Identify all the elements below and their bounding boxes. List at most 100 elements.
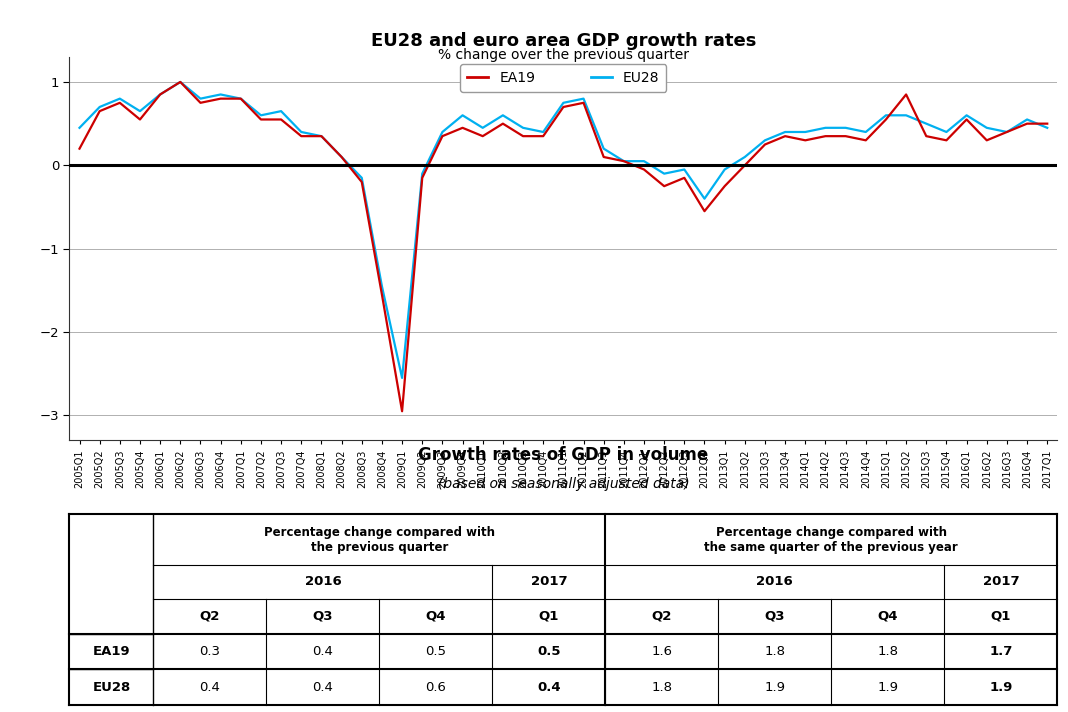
EU28 <box>638 157 650 165</box>
EU28 <box>577 95 590 103</box>
EU28 <box>738 152 751 161</box>
EA19 <box>638 165 650 174</box>
EU28 <box>234 95 247 103</box>
Text: EU28: EU28 <box>92 681 130 693</box>
EA19 <box>960 115 973 124</box>
EU28 <box>557 98 570 107</box>
EA19 <box>335 152 348 161</box>
EA19 <box>113 98 126 107</box>
Text: Q1: Q1 <box>538 610 559 623</box>
EU28 <box>960 111 973 120</box>
Line: EA19: EA19 <box>79 82 1048 412</box>
EA19 <box>537 132 550 140</box>
EU28 <box>880 111 893 120</box>
EU28 <box>839 124 852 132</box>
Text: 2016: 2016 <box>304 575 342 588</box>
EU28 <box>134 107 146 115</box>
EU28 <box>215 90 227 99</box>
EA19 <box>134 115 146 124</box>
EA19 <box>799 136 812 145</box>
Line: EU28: EU28 <box>79 82 1048 378</box>
EA19 <box>758 140 771 149</box>
EA19 <box>456 124 469 132</box>
Text: 0.4: 0.4 <box>200 681 220 693</box>
EU28 <box>698 194 711 203</box>
EA19 <box>597 152 610 161</box>
Text: 0.4: 0.4 <box>313 645 333 659</box>
EA19 <box>658 182 671 190</box>
Text: 2017: 2017 <box>531 575 567 588</box>
Text: Q4: Q4 <box>426 610 446 623</box>
EU28 <box>678 165 691 174</box>
EU28 <box>456 111 469 120</box>
Text: 1.9: 1.9 <box>765 681 785 693</box>
EA19 <box>93 107 106 115</box>
EU28 <box>73 124 85 132</box>
Text: % change over the previous quarter: % change over the previous quarter <box>438 48 690 63</box>
EA19 <box>577 98 590 107</box>
EU28 <box>395 374 408 382</box>
EU28 <box>658 169 671 178</box>
EU28 <box>940 127 953 136</box>
EU28 <box>799 127 812 136</box>
EA19 <box>376 290 389 299</box>
EA19 <box>839 132 852 140</box>
EA19 <box>315 132 328 140</box>
EA19 <box>899 90 912 99</box>
EU28 <box>194 95 207 103</box>
EA19 <box>295 132 308 140</box>
EU28 <box>779 127 791 136</box>
EU28 <box>899 111 912 120</box>
EA19 <box>698 207 711 216</box>
EA19 <box>1041 120 1054 128</box>
Text: 0.4: 0.4 <box>313 681 333 693</box>
Text: Q4: Q4 <box>878 610 898 623</box>
EU28 <box>537 127 550 136</box>
EU28 <box>597 145 610 153</box>
Text: Q1: Q1 <box>991 610 1011 623</box>
EA19 <box>476 132 489 140</box>
EA19 <box>678 174 691 182</box>
Text: Growth rates of GDP in volume: Growth rates of GDP in volume <box>419 446 708 464</box>
EU28 <box>174 78 187 86</box>
EA19 <box>880 115 893 124</box>
Text: 1.9: 1.9 <box>877 681 898 693</box>
EU28 <box>1041 124 1054 132</box>
EA19 <box>1021 120 1034 128</box>
EA19 <box>174 78 187 86</box>
EU28 <box>93 103 106 111</box>
EU28 <box>517 124 530 132</box>
Text: 1.8: 1.8 <box>877 645 898 659</box>
EU28 <box>356 174 368 182</box>
EA19 <box>154 90 167 99</box>
Text: Percentage change compared with
the previous quarter: Percentage change compared with the prev… <box>264 526 494 554</box>
Text: 1.6: 1.6 <box>651 645 673 659</box>
Text: (based on seasonally adjusted data): (based on seasonally adjusted data) <box>438 478 689 491</box>
EA19 <box>73 145 85 153</box>
EU28 <box>1021 115 1034 124</box>
EU28 <box>617 157 630 165</box>
EU28 <box>254 111 267 120</box>
EA19 <box>436 132 449 140</box>
EU28 <box>1001 127 1014 136</box>
EA19 <box>719 182 732 190</box>
Text: 2017: 2017 <box>983 575 1019 588</box>
Text: 0.4: 0.4 <box>537 681 561 693</box>
Text: 0.5: 0.5 <box>425 645 446 659</box>
Text: 2016: 2016 <box>756 575 794 588</box>
Text: 1.8: 1.8 <box>651 681 673 693</box>
Text: 1.8: 1.8 <box>765 645 785 659</box>
EA19 <box>215 95 227 103</box>
EA19 <box>395 407 408 416</box>
EU28 <box>860 127 873 136</box>
Text: EU28 and euro area GDP growth rates: EU28 and euro area GDP growth rates <box>372 32 756 50</box>
Text: 1.9: 1.9 <box>989 681 1012 693</box>
EU28 <box>436 127 449 136</box>
Legend: EA19, EU28: EA19, EU28 <box>460 64 666 92</box>
EU28 <box>113 95 126 103</box>
Text: 0.6: 0.6 <box>425 681 446 693</box>
EA19 <box>234 95 247 103</box>
EA19 <box>415 174 428 182</box>
EA19 <box>980 136 993 145</box>
EA19 <box>557 103 570 111</box>
